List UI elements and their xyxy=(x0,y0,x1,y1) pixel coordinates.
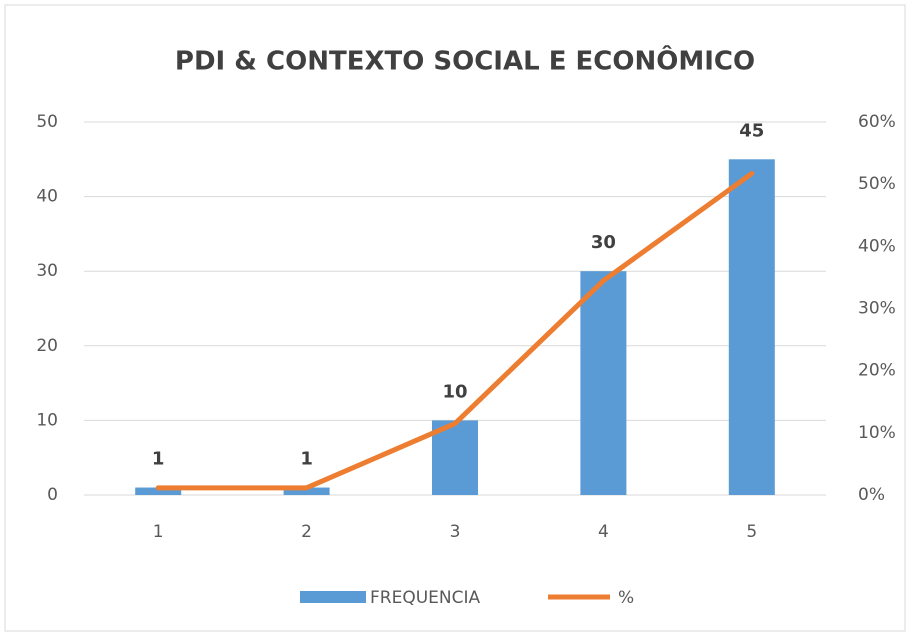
y2-tick-label: 10% xyxy=(858,423,896,443)
x-tick-label: 3 xyxy=(450,522,461,542)
y-tick-label: 10 xyxy=(36,410,58,430)
legend-label: % xyxy=(618,588,634,608)
x-tick-label: 5 xyxy=(746,522,757,542)
y2-tick-label: 60% xyxy=(858,112,896,132)
x-tick-label: 1 xyxy=(153,522,164,542)
bar xyxy=(283,487,330,495)
y-tick-label: 20 xyxy=(36,336,58,356)
y2-tick-label: 30% xyxy=(858,299,896,319)
y2-tick-label: 20% xyxy=(858,361,896,381)
legend-swatch xyxy=(300,591,366,603)
y2-tick-label: 40% xyxy=(858,236,896,256)
y-tick-label: 0 xyxy=(47,485,58,505)
y2-tick-label: 0% xyxy=(858,485,885,505)
line xyxy=(155,170,755,491)
y-tick-label: 50 xyxy=(36,112,58,132)
legend-label: FREQUENCIA xyxy=(370,588,480,608)
x-tick-label: 2 xyxy=(301,522,312,542)
bar xyxy=(135,487,182,495)
y-tick-label: 30 xyxy=(36,261,58,281)
bar xyxy=(580,271,627,495)
data-label: 1 xyxy=(152,449,165,470)
y-tick-label: 40 xyxy=(36,187,58,207)
data-label: 1 xyxy=(300,449,313,470)
data-label: 30 xyxy=(591,232,616,253)
data-label: 10 xyxy=(442,381,467,402)
y2-tick-label: 50% xyxy=(858,174,896,194)
x-tick-label: 4 xyxy=(598,522,609,542)
chart-title: PDI & CONTEXTO SOCIAL E ECONÔMICO xyxy=(175,45,755,77)
data-label: 45 xyxy=(739,120,764,141)
bar xyxy=(728,159,775,496)
